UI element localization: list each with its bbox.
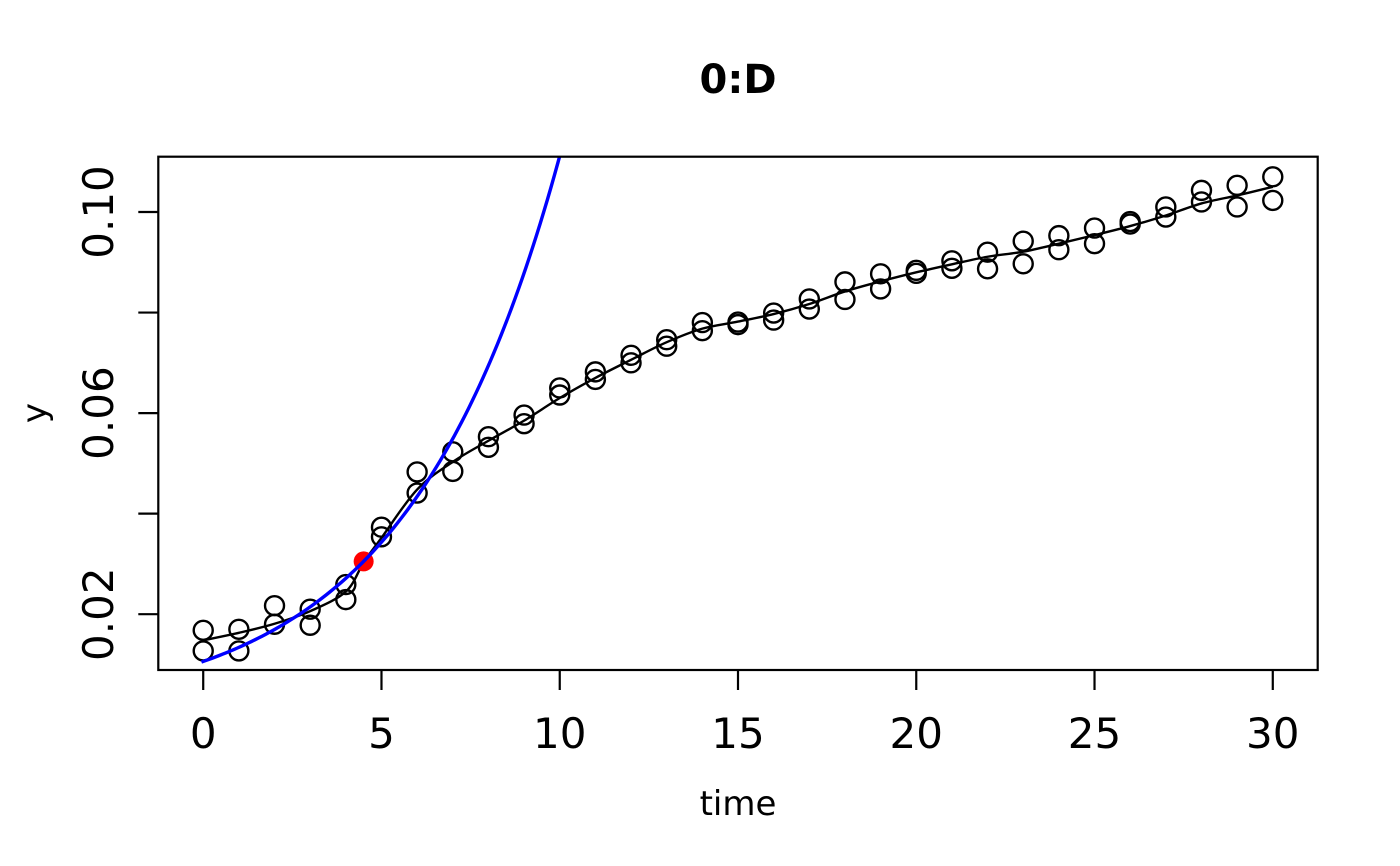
x-axis-title: time [700,784,777,824]
x-tick-label: 10 [533,709,586,758]
y-tick-label: 0.06 [74,366,123,460]
x-tick-label: 0 [190,709,217,758]
x-tick-label: 30 [1246,709,1299,758]
data-point [1083,217,1106,239]
data-point [941,250,963,272]
data-point [798,288,821,310]
data-point [1012,230,1034,252]
data-point [691,311,714,334]
y-tick-label: 0.10 [74,165,123,259]
data-point [762,309,785,331]
exponential-curve [200,156,562,664]
plot-box [157,155,1319,672]
data-point [869,263,892,285]
data-point [762,302,785,324]
data-point [869,278,892,300]
y-axis-title: y [15,403,55,423]
data-point [1262,189,1284,212]
data-point [1048,224,1070,247]
data-point [549,384,571,406]
data-point [941,257,963,280]
y-tick-label: 0.02 [74,567,123,661]
chart-title: 0:D [699,57,776,103]
plot-area [192,156,1284,664]
axes: 0 5 10 15 20 25 30 0.02 0.06 0.10 [74,165,1300,758]
x-tick-label: 20 [890,709,943,758]
data-point [406,461,428,483]
data-point [228,618,250,640]
data-point [1048,239,1070,261]
data-point [655,328,678,351]
data-point [263,594,286,617]
data-point [976,258,999,280]
data-point [1012,253,1034,275]
data-point [620,352,642,374]
data-point [584,368,607,391]
data-point [798,298,821,320]
x-tick-label: 5 [368,709,395,758]
data-point [192,619,214,641]
x-tick-label: 25 [1068,709,1121,758]
data-point [1155,206,1177,228]
data-point [299,614,321,636]
x-tick-label: 15 [711,709,764,758]
data-point [834,288,856,311]
data-point [406,482,428,504]
data-point [442,460,464,483]
data-point [1226,196,1248,218]
data-point [727,313,749,336]
data-point [976,241,999,263]
data-point [513,412,535,435]
fitted-curve [202,185,1274,642]
data-point [299,598,321,620]
data-point [1262,166,1284,188]
data-point [905,262,927,285]
data-point [1226,174,1248,197]
data-point [370,526,393,548]
data-point [1190,179,1213,202]
